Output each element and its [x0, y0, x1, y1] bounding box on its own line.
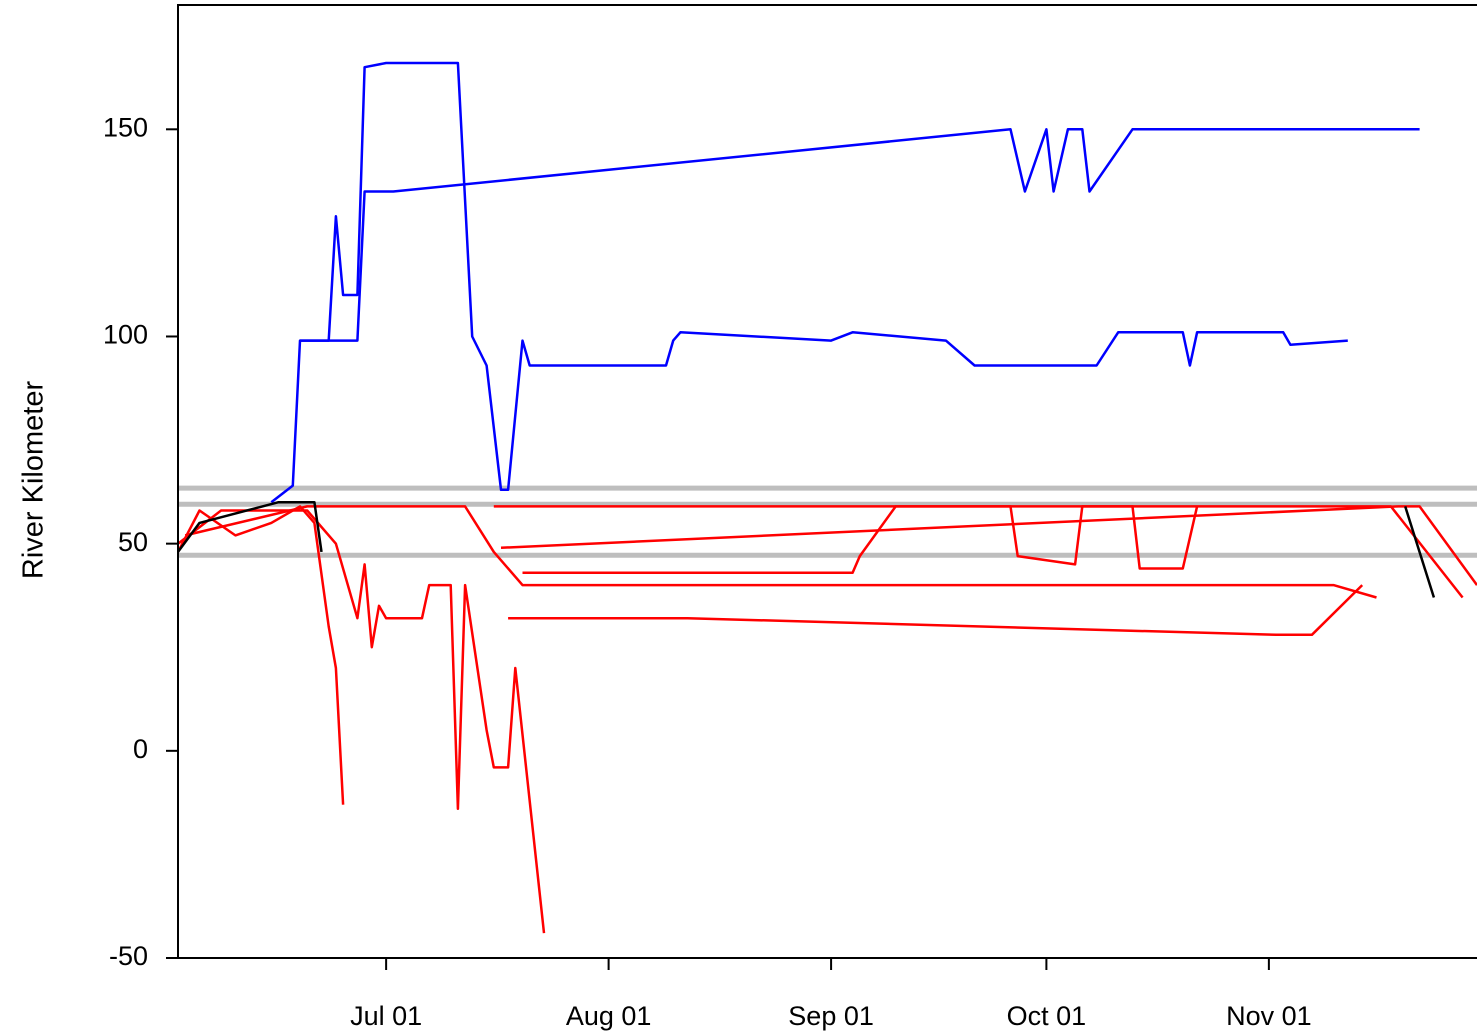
track-line: [493, 505, 1464, 599]
track-line: [270, 128, 1420, 504]
y-tick-label: 150: [103, 112, 148, 142]
plot-area: [178, 61, 1477, 934]
track-line: [178, 505, 345, 805]
y-tick-label: 0: [133, 734, 148, 764]
y-axis-label: River Kilometer: [18, 381, 50, 580]
track-line: [508, 584, 1364, 637]
track-line: [184, 505, 1377, 599]
y-tick-label: -50: [109, 941, 148, 971]
track-line: [300, 61, 1348, 492]
track-line: [522, 505, 1199, 574]
x-tick-label: Aug 01: [566, 1001, 652, 1031]
track-line: [178, 509, 546, 934]
y-tick-label: 100: [103, 320, 148, 350]
track-line: [500, 505, 1477, 586]
x-tick-label: Nov 01: [1226, 1001, 1312, 1031]
x-tick-label: Sep 01: [788, 1001, 874, 1031]
x-tick-label: Oct 01: [1007, 1001, 1087, 1031]
x-tick-label: Jul 01: [350, 1001, 422, 1031]
track-line: [178, 500, 1436, 598]
y-tick-label: 50: [118, 527, 148, 557]
